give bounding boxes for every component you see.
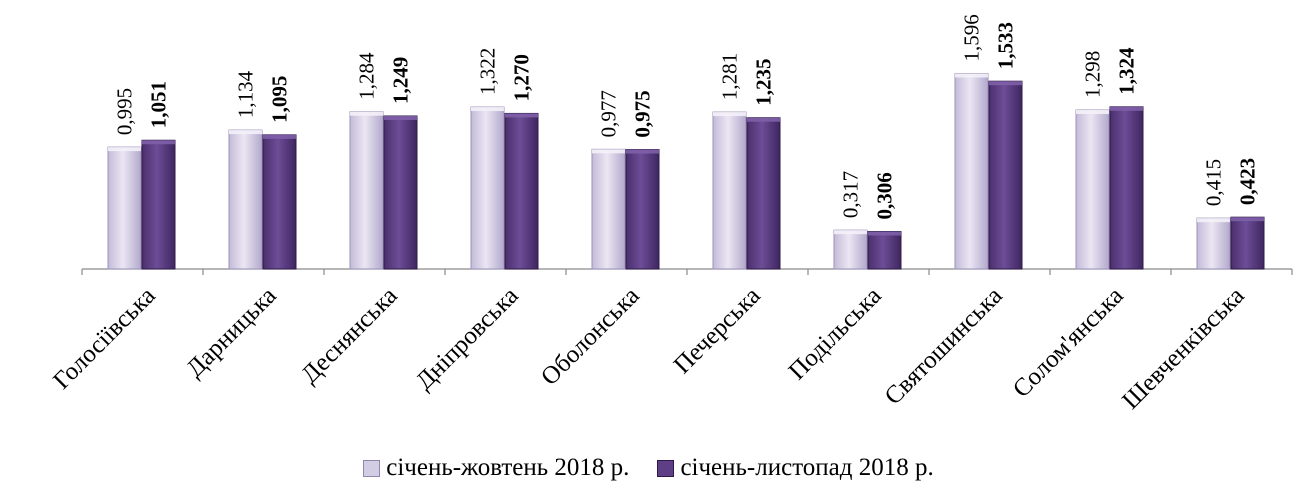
bar-1-7 — [833, 229, 868, 270]
category-label-7: Подільська — [784, 282, 887, 385]
value-label-1-7: 0,317 — [839, 171, 863, 218]
bar-2-1 — [141, 139, 176, 270]
value-label-2-5: 0,975 — [631, 90, 655, 137]
bar-cap-2-9 — [1110, 106, 1143, 111]
category-label-10: Шевченківська — [1117, 282, 1249, 414]
bar-cap-1-10 — [1197, 218, 1230, 223]
category-label-1: Голосіївська — [48, 282, 160, 394]
legend-swatch-series-2 — [657, 459, 675, 477]
bar-1-1 — [107, 146, 142, 270]
bar-1-8 — [954, 72, 989, 270]
value-label-1-2: 1,134 — [234, 70, 258, 118]
bar-2-2 — [262, 134, 297, 270]
bar-cap-1-5 — [592, 149, 625, 154]
bar-cap-1-4 — [471, 107, 504, 112]
legend-item-series-2: січень-листопад 2018 р. — [657, 454, 934, 482]
chart-legend: січень-жовтень 2018 р. січень-листопад 2… — [0, 448, 1297, 488]
value-label-1-3: 1,284 — [355, 52, 379, 100]
bar-cap-1-7 — [834, 230, 867, 235]
value-label-1-6: 1,281 — [718, 53, 742, 100]
value-label-2-1: 1,051 — [147, 81, 171, 128]
legend-swatch-series-1 — [363, 459, 381, 477]
value-label-2-4: 1,270 — [510, 54, 534, 101]
value-label-1-5: 0,977 — [597, 90, 621, 137]
category-labels: Голосіївська Дарницька Деснянська Дніпровсь… — [48, 282, 1249, 414]
bar-cap-2-10 — [1231, 217, 1264, 222]
bar-cap-2-6 — [747, 117, 780, 122]
category-label-4: Дніпровська — [411, 282, 524, 395]
bar-cap-2-8 — [989, 81, 1022, 86]
value-label-1-1: 0,995 — [113, 88, 137, 135]
bar-cap-1-6 — [713, 112, 746, 117]
bar-1-4 — [470, 106, 505, 270]
chart-axes — [81, 268, 1293, 275]
category-label-5: Оболонська — [536, 282, 645, 391]
bar-2-5 — [625, 149, 660, 270]
bar-cap-2-5 — [626, 149, 659, 154]
chart-bars — [107, 72, 1265, 270]
value-label-2-9: 1,324 — [1115, 47, 1139, 95]
bar-cap-1-1 — [108, 147, 141, 152]
bar-1-3 — [349, 111, 384, 270]
value-label-2-2: 1,095 — [268, 76, 292, 123]
bar-2-7 — [867, 231, 902, 270]
bar-cap-1-8 — [955, 73, 988, 78]
bar-chart: 0,995 1,051 1,134 1,095 1,284 1,249 1,322 1,270… — [48, 14, 1293, 415]
category-label-9: Солом'янська — [1008, 282, 1129, 403]
bar-2-9 — [1109, 106, 1144, 270]
value-label-2-10: 0,423 — [1236, 158, 1260, 205]
value-label-1-10: 0,415 — [1202, 159, 1226, 206]
bar-cap-2-2 — [263, 134, 296, 139]
bar-cap-2-4 — [505, 113, 538, 118]
legend-label-series-1: січень-жовтень 2018 р. — [386, 454, 630, 481]
category-label-8: Святошинська — [880, 282, 1008, 410]
value-labels: 0,995 1,051 1,134 1,095 1,284 1,249 1,322 1,270… — [113, 14, 1260, 219]
bar-cap-2-1 — [142, 140, 175, 145]
bar-cap-2-3 — [384, 115, 417, 120]
bar-2-6 — [746, 117, 781, 270]
legend-label-series-2: січень-листопад 2018 р. — [680, 454, 934, 481]
bar-cap-1-2 — [229, 130, 262, 135]
value-label-2-6: 1,235 — [752, 58, 776, 105]
category-label-2: Дарницька — [181, 282, 281, 382]
bar-2-4 — [504, 112, 539, 270]
bar-1-2 — [228, 129, 263, 270]
bar-cap-1-9 — [1076, 109, 1109, 114]
value-label-2-3: 1,249 — [389, 57, 413, 104]
bar-2-8 — [988, 80, 1023, 270]
legend-item-series-1: січень-жовтень 2018 р. — [363, 454, 629, 482]
bar-2-3 — [383, 115, 418, 270]
bar-2-10 — [1230, 216, 1265, 270]
bar-cap-2-7 — [868, 231, 901, 236]
value-label-2-7: 0,306 — [873, 172, 897, 219]
bar-cap-1-3 — [350, 111, 383, 116]
bar-1-5 — [591, 148, 626, 270]
bar-1-6 — [712, 111, 747, 270]
bar-1-10 — [1196, 217, 1231, 270]
value-label-1-4: 1,322 — [476, 48, 500, 95]
value-label-2-8: 1,533 — [994, 22, 1018, 69]
bar-1-9 — [1075, 109, 1110, 270]
value-label-1-8: 1,596 — [960, 14, 984, 61]
category-label-3: Деснянська — [296, 282, 403, 389]
value-label-1-9: 1,298 — [1081, 51, 1105, 98]
category-label-6: Печерська — [669, 282, 766, 379]
